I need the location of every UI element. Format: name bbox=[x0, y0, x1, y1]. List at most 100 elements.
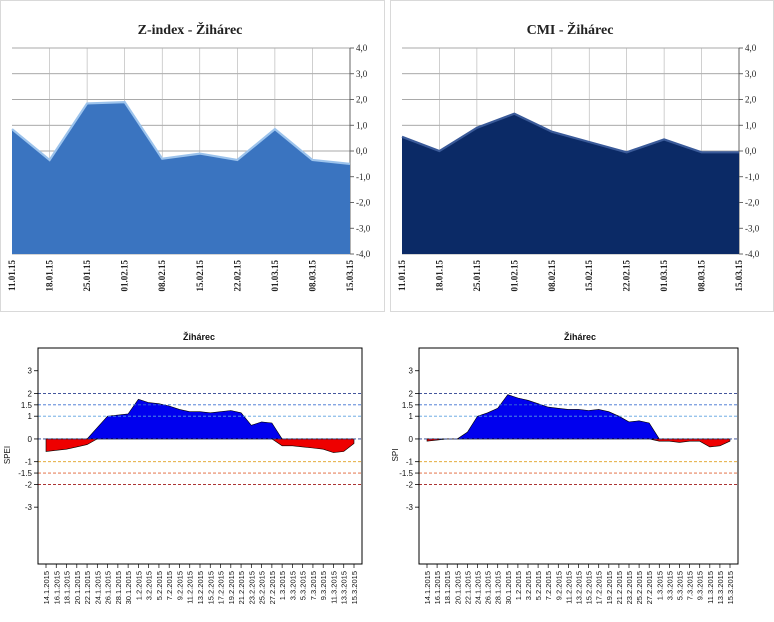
cmi-chart-svg: CMI - Žihárec 4,0 3,0 2,0 1,0 0,0 -1,0 -2,0 -3,… bbox=[390, 0, 774, 312]
spi-x-tick-label: 22.1.2015 bbox=[463, 571, 472, 604]
cmi-y-ticks: 4,0 3,0 2,0 1,0 0,0 -1,0 -2,0 -3,0 -4,0 bbox=[745, 43, 760, 259]
z-index-x-tick-label: 08.03.15 bbox=[307, 260, 317, 292]
spei-x-tick-label: 24.1.2015 bbox=[93, 571, 102, 604]
spei-x-tick-label: 13.3.2015 bbox=[340, 571, 349, 604]
spi-x-tick-label: 28.1.2015 bbox=[494, 571, 503, 604]
spei-chart: Žiháreс SPEI 3 2 1.5 1 0 -1 -1.5 -2 -3 14.1.2015… bbox=[0, 318, 385, 622]
spei-y-label: SPEI bbox=[3, 446, 12, 464]
cmi-x-tick-label: 08.03.15 bbox=[697, 260, 707, 292]
spei-area bbox=[45, 398, 355, 453]
z-index-x-tick-label: 08.02.15 bbox=[157, 260, 167, 292]
spi-threshold-lines bbox=[419, 393, 738, 485]
spi-y-tick-label: 0 bbox=[409, 435, 414, 444]
spi-x-tick-label: 7.3.2015 bbox=[686, 571, 695, 600]
z-index-y-tick-label: 4,0 bbox=[356, 43, 368, 53]
spi-x-tick-label: 13.3.2015 bbox=[716, 571, 725, 604]
cmi-x-tick-label: 01.03.15 bbox=[659, 260, 669, 292]
spei-negative-area bbox=[45, 438, 355, 453]
spi-x-tick-label: 19.2.2015 bbox=[605, 571, 614, 604]
cmi-y-tick-label: -2,0 bbox=[745, 198, 760, 208]
spei-x-tick-label: 16.1.2015 bbox=[52, 571, 61, 604]
spei-x-tick-label: 18.1.2015 bbox=[63, 571, 72, 604]
z-index-y-ticks: 4,0 3,0 2,0 1,0 0,0 -1,0 -2,0 -3,0 -4,0 bbox=[356, 43, 371, 259]
spei-x-tick-label: 7.2.2015 bbox=[165, 571, 174, 600]
z-index-x-tick-label: 15.02.15 bbox=[195, 260, 205, 292]
spei-x-tick-label: 30.1.2015 bbox=[124, 571, 133, 604]
cmi-area bbox=[401, 112, 739, 254]
spi-title: Žiháreс bbox=[564, 331, 596, 342]
spei-x-tick-label: 11.3.2015 bbox=[329, 571, 338, 604]
z-index-x-tick-label: 25.01.15 bbox=[82, 260, 92, 292]
z-index-chart-svg: Z-index - Žihárec 4,0 3,0 2,0 1,0 0,0 -1,0 -2,… bbox=[0, 0, 385, 312]
cmi-y-tick-label: -3,0 bbox=[745, 223, 760, 233]
spi-x-tick-label: 27.2.2015 bbox=[645, 571, 654, 604]
spi-x-tick-label: 13.2.2015 bbox=[575, 571, 584, 604]
spi-x-tick-label: 15.3.2015 bbox=[726, 571, 735, 604]
spei-x-tick-label: 14.1.2015 bbox=[42, 571, 51, 604]
spei-x-tick-label: 5.3.2015 bbox=[299, 571, 308, 600]
spi-x-tick-label: 20.1.2015 bbox=[453, 571, 462, 604]
spei-y-tick-label: 2 bbox=[28, 389, 33, 398]
cmi-y-tick-label: 1,0 bbox=[745, 120, 757, 130]
cmi-x-tick-label: 15.02.15 bbox=[584, 260, 594, 292]
z-index-y-tick-label: -3,0 bbox=[356, 223, 371, 233]
spi-y-tick-label: 1.5 bbox=[402, 401, 414, 410]
spi-x-tick-label: 15.2.2015 bbox=[585, 571, 594, 604]
cmi-chart: CMI - Žihárec 4,0 3,0 2,0 1,0 0,0 -1,0 -2,0 -3,… bbox=[390, 0, 774, 312]
spei-x-tick-label: 20.1.2015 bbox=[73, 571, 82, 604]
spei-y-tick-label: -3 bbox=[25, 503, 33, 512]
spi-x-tick-label: 17.2.2015 bbox=[595, 571, 604, 604]
spi-y-tick-label: 1 bbox=[409, 412, 414, 421]
cmi-x-tick-label: 11.01.15 bbox=[397, 260, 407, 292]
z-index-y-tick-label: -4,0 bbox=[356, 249, 371, 259]
spei-x-tick-label: 13.2.2015 bbox=[196, 571, 205, 604]
spi-y-tick-label: -1.5 bbox=[399, 469, 413, 478]
spei-y-tick-label: 1.5 bbox=[21, 401, 33, 410]
spei-title: Žiháreс bbox=[183, 331, 215, 342]
cmi-y-tick-label: 4,0 bbox=[745, 43, 757, 53]
z-index-chart: Z-index - Žihárec 4,0 3,0 2,0 1,0 0,0 -1,0 -2,… bbox=[0, 0, 385, 312]
spei-x-tick-label: 3.2.2015 bbox=[145, 571, 154, 600]
spei-x-tick-label: 26.1.2015 bbox=[104, 571, 113, 604]
cmi-y-tick-label: 3,0 bbox=[745, 69, 757, 79]
cmi-area-fill bbox=[402, 113, 739, 254]
spei-x-tick-label: 7.3.2015 bbox=[309, 571, 318, 600]
spi-x-tick-label: 16.1.2015 bbox=[433, 571, 442, 604]
spi-x-ticks: 14.1.2015 16.1.2015 18.1.2015 20.1.2015 22.1… bbox=[423, 564, 735, 604]
spei-x-tick-label: 15.2.2015 bbox=[206, 571, 215, 604]
spei-x-tick-label: 9.3.2015 bbox=[319, 571, 328, 600]
spi-area bbox=[426, 394, 731, 448]
cmi-y-tick-label: -1,0 bbox=[745, 172, 760, 182]
spei-y-tick-label: -1 bbox=[25, 458, 33, 467]
spi-x-tick-label: 23.2.2015 bbox=[625, 571, 634, 604]
spi-y-label: SPI bbox=[391, 449, 400, 462]
spi-positive-area bbox=[426, 394, 731, 440]
spei-x-tick-label: 15.3.2015 bbox=[350, 571, 359, 604]
z-index-x-ticks: 11.01.15 18.01.15 25.01.15 01.02.15 08.02.15… bbox=[7, 260, 355, 292]
spei-x-tick-label: 9.2.2015 bbox=[175, 571, 184, 600]
spei-x-tick-label: 27.2.2015 bbox=[268, 571, 277, 604]
z-index-x-tick-label: 18.01.15 bbox=[45, 260, 55, 292]
cmi-x-tick-label: 08.02.15 bbox=[547, 260, 557, 292]
z-index-area bbox=[11, 100, 351, 254]
spi-x-tick-label: 9.2.2015 bbox=[554, 571, 563, 600]
z-index-x-tick-label: 15.03.15 bbox=[345, 260, 355, 292]
z-index-title: Z-index - Žihárec bbox=[138, 21, 243, 38]
spei-x-tick-label: 25.2.2015 bbox=[258, 571, 267, 604]
spei-x-tick-label: 22.1.2015 bbox=[83, 571, 92, 604]
spi-negative-area bbox=[426, 438, 731, 448]
spi-y-tick-label: 2 bbox=[409, 389, 414, 398]
spei-x-tick-label: 21.2.2015 bbox=[237, 571, 246, 604]
z-index-series-line bbox=[11, 100, 351, 165]
spi-x-tick-label: 25.2.2015 bbox=[635, 571, 644, 604]
cmi-x-ticks: 11.01.15 18.01.15 25.01.15 01.02.15 08.02.15… bbox=[397, 260, 744, 292]
spei-y-tick-label: 1 bbox=[28, 412, 33, 421]
cmi-x-tick-label: 18.01.15 bbox=[434, 260, 444, 292]
spi-x-tick-label: 30.1.2015 bbox=[504, 571, 513, 604]
cmi-series-line bbox=[401, 112, 739, 154]
z-index-area-fill bbox=[12, 102, 350, 254]
spi-chart-svg: Žiháreс SPI 321.510-1-1.5-2-3 14.1.2015 1… bbox=[391, 331, 739, 604]
spei-threshold-lines bbox=[38, 393, 362, 485]
cmi-y-tick-label: 0,0 bbox=[745, 146, 757, 156]
cmi-x-tick-label: 25.01.15 bbox=[472, 260, 482, 292]
